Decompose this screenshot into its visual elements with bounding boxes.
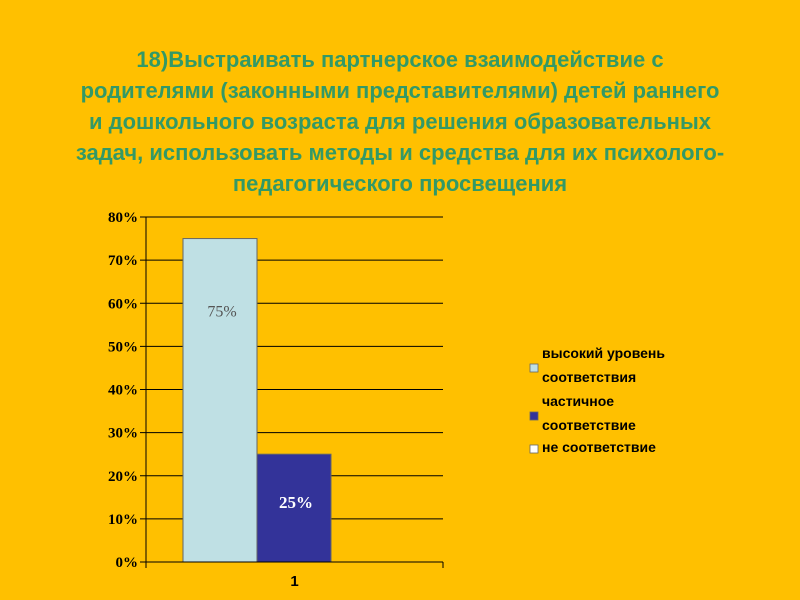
data-label: 25% (279, 493, 313, 512)
x-axis: 1 (145, 561, 444, 590)
y-tick-label: 50% (108, 339, 138, 355)
legend-swatch (529, 363, 539, 373)
legend-label: соответствия (542, 369, 636, 385)
data-label: 75% (207, 304, 236, 321)
x-tick-label: 1 (290, 573, 298, 590)
legend-swatch (529, 411, 539, 421)
title-line: задач, использовать методы и средства дл… (75, 140, 725, 165)
y-tick-label: 70% (108, 253, 138, 269)
legend-label: высокий уровень (542, 345, 665, 361)
legend-label: соответствие (542, 417, 636, 433)
bar (182, 238, 258, 563)
y-tick-label: 40% (108, 383, 138, 399)
legend: высокий уровень соответствия частичное соот… (529, 345, 665, 455)
y-tick-label: 80% (108, 210, 138, 226)
y-tick-label: 10% (108, 512, 138, 528)
title-line: и дошкольного возраста для решения образ… (89, 109, 711, 134)
bars: 75% 25% (182, 238, 332, 563)
y-tick-label: 0% (116, 555, 139, 571)
legend-label: частичное (542, 393, 614, 409)
y-tick-label: 30% (108, 426, 138, 442)
title-line: 18)Выстраивать партнерское взаимодействи… (136, 47, 664, 72)
bar (256, 453, 332, 563)
slide-title: 18)Выстраивать партнерское взаимодействи… (40, 44, 760, 199)
title-line: педагогического просвещения (232, 171, 568, 196)
y-axis: 0% 10% 20% 30% 40% 50% 60% 70% 80% (108, 210, 147, 571)
legend-label: не соответствие (542, 439, 656, 455)
y-tick-label: 60% (108, 296, 138, 312)
title-line: родителями (законными представителями) д… (80, 78, 720, 103)
legend-swatch (529, 444, 539, 454)
y-tick-label: 20% (108, 469, 138, 485)
